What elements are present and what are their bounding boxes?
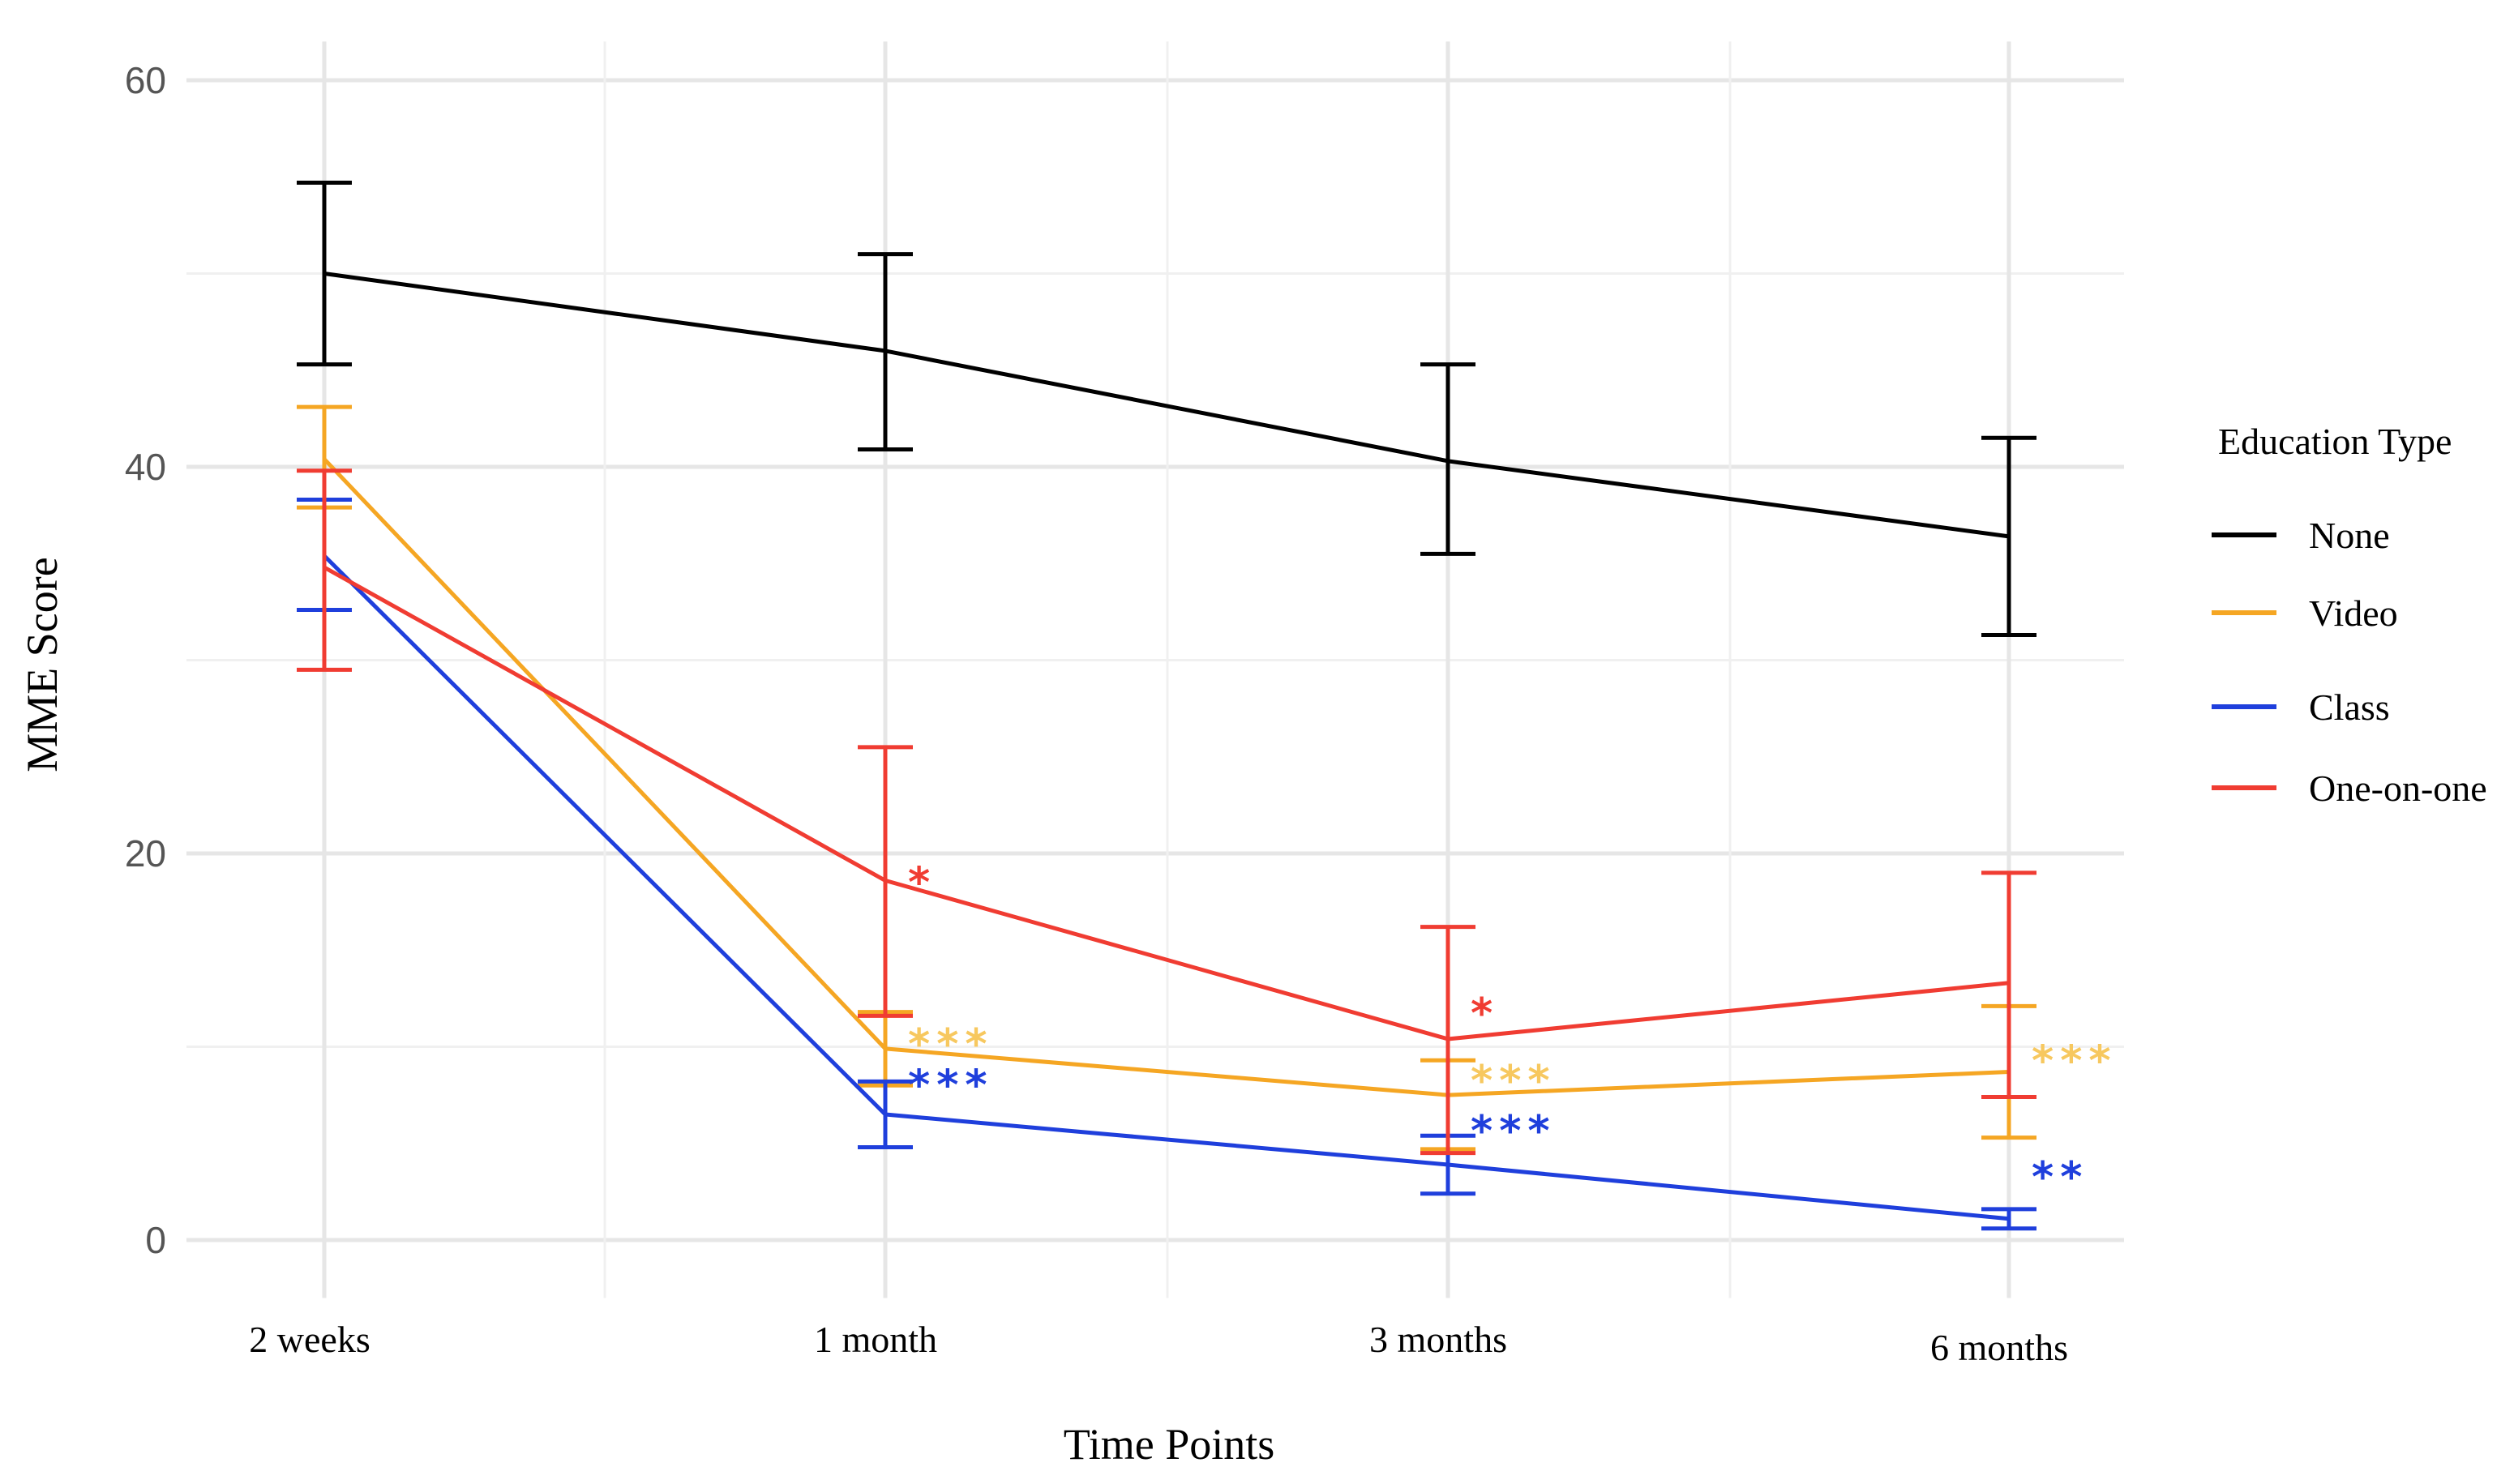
error-bar-none xyxy=(297,180,352,367)
y-tick-label: 20 xyxy=(125,832,166,875)
x-tick-label: 2 weeks xyxy=(249,1319,370,1360)
significance-video: *** xyxy=(1471,1057,1557,1106)
legend-label: Video xyxy=(2309,592,2398,634)
legend-item-video: Video xyxy=(2212,592,2398,634)
error-bar-class xyxy=(858,1079,913,1150)
significance-markers: ****** ************* xyxy=(908,858,2118,1202)
series-line-video xyxy=(323,457,2010,1097)
series-line-none xyxy=(323,272,2010,539)
significance-class: ** xyxy=(2032,1153,2088,1202)
legend-item-one-on-one: One-on-one xyxy=(2212,768,2487,809)
x-axis-title: Time Points xyxy=(1064,1420,1275,1469)
y-axis-ticks: 0 20 40 60 xyxy=(125,59,166,1261)
series-line-class xyxy=(323,554,2010,1221)
legend-item-class: Class xyxy=(2212,686,2390,728)
x-tick-label: 1 month xyxy=(814,1319,937,1360)
error-bar-one-on-one xyxy=(1420,925,1475,1156)
y-axis-title: MME Score xyxy=(18,557,66,772)
x-tick-label: 6 months xyxy=(1930,1327,2068,1368)
legend-label: None xyxy=(2309,515,2390,556)
y-tick-label: 40 xyxy=(125,446,166,488)
error-bar-one-on-one xyxy=(858,745,913,1018)
legend: Education Type None Video Class One-on-one xyxy=(2212,421,2487,809)
error-bar-none xyxy=(1981,435,2036,637)
x-tick-label: 3 months xyxy=(1369,1319,1507,1360)
x-axis-ticks: 2 weeks 1 month 3 months 6 months xyxy=(249,1319,2068,1368)
significance-one-on-one: * xyxy=(908,858,936,907)
significance-class: *** xyxy=(1471,1107,1557,1156)
significance-video: *** xyxy=(2032,1037,2118,1086)
legend-label: Class xyxy=(2309,686,2390,728)
error-bar-class xyxy=(1981,1207,2036,1231)
error-bar-one-on-one xyxy=(297,468,352,672)
error-bar-none xyxy=(1420,362,1475,556)
error-bar-one-on-one xyxy=(1981,870,2036,1100)
grid-lines xyxy=(186,41,2124,1298)
legend-title: Education Type xyxy=(2218,421,2452,462)
series-line-one-on-one xyxy=(323,565,2010,1041)
series-group xyxy=(297,180,2036,1231)
y-tick-label: 0 xyxy=(145,1219,166,1261)
significance-video: *** xyxy=(908,1020,994,1069)
significance-class: *** xyxy=(908,1061,994,1110)
legend-label: One-on-one xyxy=(2309,768,2487,809)
error-bar-none xyxy=(858,252,913,452)
significance-one-on-one: * xyxy=(1471,990,1499,1038)
y-tick-label: 60 xyxy=(125,59,166,101)
legend-item-none: None xyxy=(2212,515,2390,556)
